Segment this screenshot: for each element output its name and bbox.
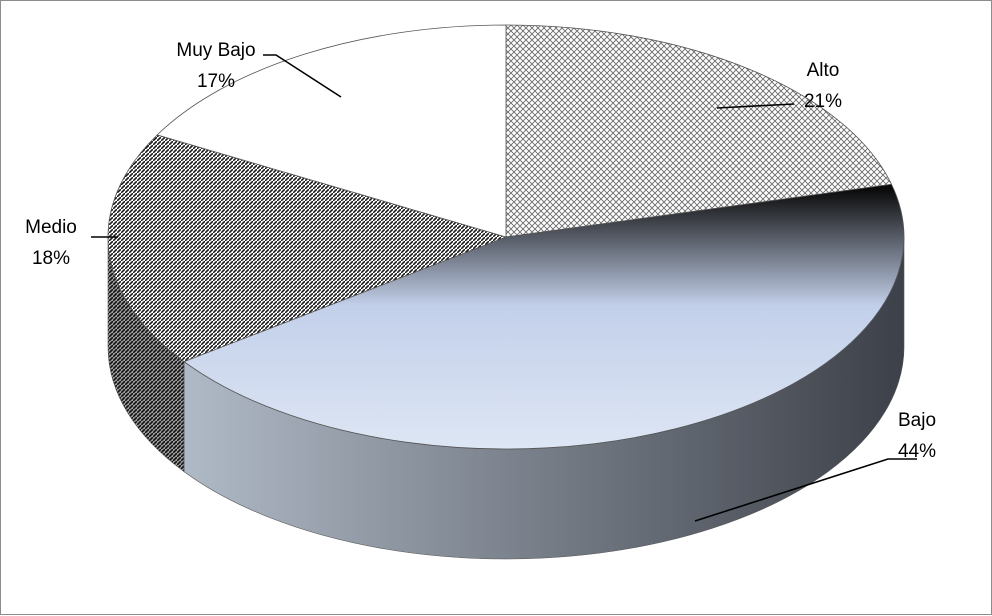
pie-tops: [107, 24, 905, 450]
slice-value-medio: 18%: [32, 248, 70, 269]
slice-label-medio: Medio: [25, 217, 77, 238]
pie-slice-alto: [505, 24, 893, 238]
pie-slice-medio: [107, 134, 508, 363]
leader-line-alto: [716, 103, 795, 109]
slice-value-muy-bajo: 17%: [197, 71, 235, 92]
leader-lines: [91, 54, 917, 522]
leader-line-bajo: [694, 458, 917, 522]
pie-slice-bajo: [183, 183, 905, 450]
slice-value-bajo: 44%: [898, 441, 936, 462]
slice-value-alto: 21%: [804, 91, 842, 112]
slice-labels: Alto 21% Bajo 44% Medio 18% Muy Bajo 17%: [25, 40, 936, 462]
pie-slice-muy-bajo: [156, 24, 507, 238]
slice-label-muy-bajo: Muy Bajo: [176, 40, 255, 61]
slice-label-bajo: Bajo: [898, 410, 936, 431]
leader-line-muy-bajo: [263, 54, 342, 98]
slice-label-alto: Alto: [807, 60, 840, 81]
